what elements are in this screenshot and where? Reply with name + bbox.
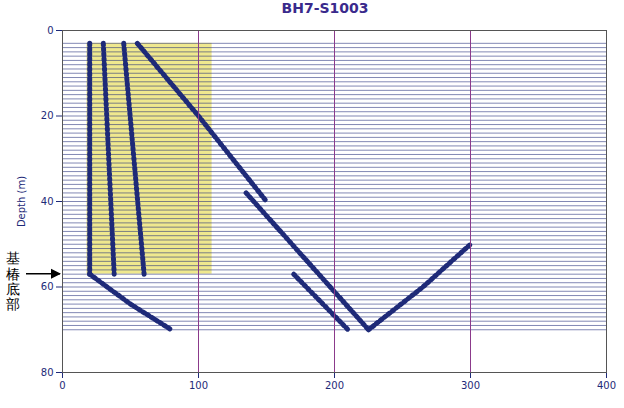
svg-text:0: 0: [59, 380, 65, 391]
svg-text:40: 40: [41, 196, 54, 207]
svg-text:20: 20: [41, 110, 54, 121]
svg-text:200: 200: [325, 380, 344, 391]
svg-text:80: 80: [41, 367, 54, 378]
svg-text:300: 300: [461, 380, 480, 391]
svg-text:100: 100: [189, 380, 208, 391]
svg-text:Depth (m): Depth (m): [16, 176, 27, 227]
html-text:BH7-S1003: BH7-S1003: [281, 0, 369, 16]
svg-text:0: 0: [47, 25, 53, 36]
svg-text:基椿底部: 基椿底部: [6, 250, 20, 312]
svg-text:60: 60: [41, 281, 54, 292]
svg-text:400: 400: [597, 380, 616, 391]
